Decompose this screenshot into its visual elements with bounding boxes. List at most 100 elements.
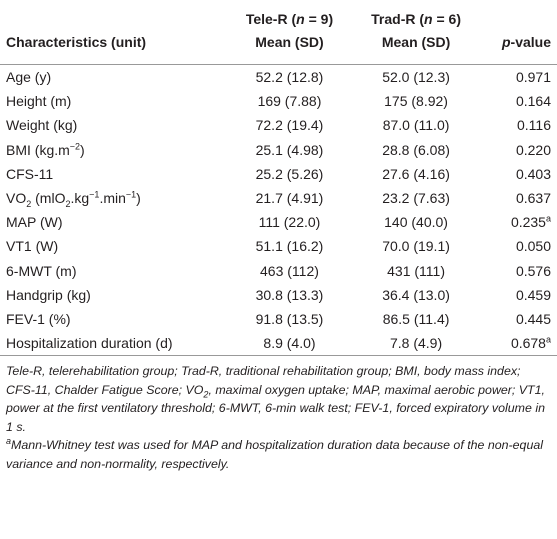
table-cell: Age (y) <box>6 69 52 86</box>
text: ) <box>80 141 85 158</box>
table-cell: 25.2 (5.26) <box>255 165 324 182</box>
table-cell: 7.8 (4.9) <box>351 331 481 357</box>
table-cell: FEV-1 (%) <box>6 310 71 327</box>
table-cell: 0.164 <box>515 93 551 110</box>
footnote: aMann-Whitney test was used for MAP and … <box>6 436 551 473</box>
table-cell: 91.8 (13.5) <box>255 310 324 327</box>
text: Tele-R, telerehabilitation group; Trad-R… <box>6 364 521 397</box>
table-cell: 52.0 (12.3) <box>382 69 450 86</box>
text: (mlO <box>31 190 66 207</box>
table-cell: Hospitalization duration (d) <box>0 331 227 357</box>
text: .min <box>99 190 126 207</box>
column-header: Mean (SD) <box>227 32 352 65</box>
table-cell: 0.403 <box>515 165 551 182</box>
table-cell: CFS-11 <box>6 165 54 182</box>
text: 0.235 <box>510 214 546 231</box>
data-table: Tele-R (n = 9) Trad-R (n = 6) Characteri… <box>0 6 557 357</box>
table-cell: Height (m) <box>6 93 72 110</box>
table-cell: 0.050 <box>515 238 551 255</box>
table-cell: 0.116 <box>517 117 551 134</box>
table-row: FEV-1 (%) 91.8 (13.5) 86.5 (11.4) 0.445 <box>0 307 557 331</box>
table-cell: 140 (40.0) <box>384 214 448 231</box>
table-cell: 0.445 <box>515 310 551 327</box>
text: Mann-Whitney test was used for MAP and h… <box>6 438 543 471</box>
table-cell: Handgrip (kg) <box>6 286 91 303</box>
table-cell: BMI (kg.m−2) <box>0 138 227 162</box>
text: a <box>545 334 551 345</box>
table-cell: 111 (22.0) <box>258 214 321 231</box>
column-header: Characteristics (unit) <box>0 32 227 65</box>
table-row: Height (m) 169 (7.88) 175 (8.92) 0.164 <box>0 89 557 113</box>
table-cell: 86.5 (11.4) <box>382 310 450 327</box>
text: Trad-R ( <box>371 11 425 27</box>
table-cell: Weight (kg) <box>6 117 78 134</box>
table-cell: 28.8 (6.08) <box>382 141 450 158</box>
text: 2 <box>26 198 32 209</box>
text: -value <box>510 34 551 50</box>
table-cell: 0.678a <box>480 331 557 357</box>
table-body: Age (y) 52.2 (12.8) 52.0 (12.3) 0.971 Height… <box>0 65 557 357</box>
text: .kg <box>70 190 90 207</box>
table-cell: 0.971 <box>515 69 551 86</box>
page: Tele-R (n = 9) Trad-R (n = 6) Characteri… <box>0 6 557 539</box>
table-row: BMI (kg.m−2) 25.1 (4.98) 28.8 (6.08) 0.220 <box>0 138 557 162</box>
text: a <box>6 436 12 447</box>
text: 2 <box>65 198 71 209</box>
header-row: Tele-R (n = 9) Trad-R (n = 6) <box>0 6 557 32</box>
table-cell: 51.1 (16.2) <box>255 238 324 255</box>
table-row: Age (y) 52.2 (12.8) 52.0 (12.3) 0.971 <box>0 65 557 90</box>
text: Tele-R ( <box>245 11 297 27</box>
footnotes: Tele-R, telerehabilitation group; Trad-R… <box>0 356 557 473</box>
table-cell: 30.8 (13.3) <box>255 286 324 303</box>
table-cell: 431 (111) <box>387 262 445 279</box>
table-cell: 6-MWT (m) <box>6 262 77 279</box>
table-cell: 0.235a <box>480 210 557 234</box>
table-cell: 169 (7.88) <box>257 93 322 110</box>
table-cell: 0.637 <box>515 190 551 207</box>
table-cell: 0.459 <box>515 286 551 303</box>
table-row: CFS-11 25.2 (5.26) 27.6 (4.16) 0.403 <box>0 162 557 186</box>
table-cell: 72.2 (19.4) <box>255 117 324 134</box>
table-cell: 87.0 (11.0) <box>382 117 450 134</box>
footnote: Tele-R, telerehabilitation group; Trad-R… <box>6 362 551 436</box>
table-row: VO2 (mlO2.kg−1.min−1) 21.7 (4.91) 23.2 (7.… <box>0 186 557 210</box>
table-cell: 27.6 (4.16) <box>382 165 450 182</box>
group-header: Tele-R (n = 9) <box>227 6 352 32</box>
text: −1 <box>125 189 137 200</box>
table-cell: 463 (112) <box>260 262 319 279</box>
table-cell: MAP (W) <box>6 214 63 231</box>
table-cell: 21.7 (4.91) <box>255 190 324 207</box>
table-row: VT1 (W) 51.1 (16.2) 70.0 (19.1) 0.050 <box>0 234 557 258</box>
text: = 6) <box>432 11 461 27</box>
text: , maximal oxygen uptake; MAP, maximal ae… <box>6 382 545 434</box>
table-row: Hospitalization duration (d) 8.9 (4.0) 7.8… <box>0 331 557 357</box>
text: p <box>501 34 511 50</box>
table-cell: 36.4 (13.0) <box>382 286 450 303</box>
text: −1 <box>89 189 100 200</box>
table-row: MAP (W) 111 (22.0) 140 (40.0) 0.235a <box>0 210 557 234</box>
table-cell: VT1 (W) <box>6 238 59 255</box>
header-cell <box>480 6 557 32</box>
text: BMI (kg.m <box>6 141 70 158</box>
text: n <box>296 11 305 27</box>
table-cell: 52.2 (12.8) <box>255 69 324 86</box>
column-header: Mean (SD) <box>351 32 481 65</box>
text: 0.678 <box>510 335 546 352</box>
table-cell: 25.1 (4.98) <box>255 141 324 158</box>
text: a <box>545 213 551 224</box>
text: n <box>424 11 433 27</box>
table-row: Weight (kg) 72.2 (19.4) 87.0 (11.0) 0.116 <box>0 113 557 137</box>
group-header: Trad-R (n = 6) <box>352 6 480 32</box>
table-cell: 70.0 (19.1) <box>382 238 450 255</box>
table-row: 6-MWT (m) 463 (112) 431 (111) 0.576 <box>0 259 557 283</box>
table-cell: 0.220 <box>515 141 551 158</box>
table-cell: 8.9 (4.0) <box>227 331 352 357</box>
table-cell: 175 (8.92) <box>384 93 448 110</box>
column-header: p-value <box>480 32 557 65</box>
text: ) <box>136 190 141 207</box>
header-cell <box>0 6 227 32</box>
text: VO <box>6 190 27 207</box>
table-cell: 0.576 <box>515 262 551 279</box>
table-cell: VO2 (mlO2.kg−1.min−1) <box>0 186 227 210</box>
text: 2 <box>203 389 209 400</box>
